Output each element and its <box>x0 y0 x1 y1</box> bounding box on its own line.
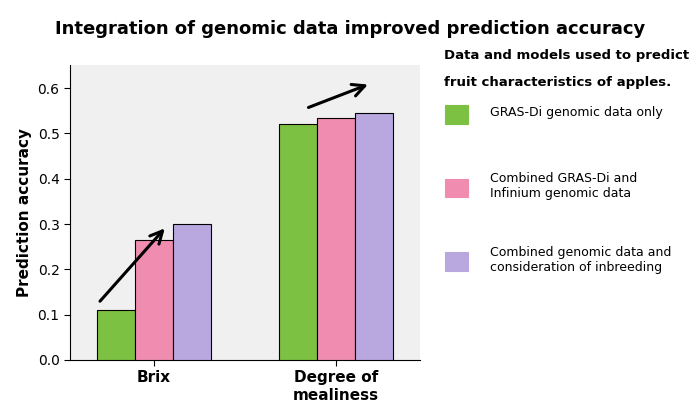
Text: Combined genomic data and
consideration of inbreeding: Combined genomic data and consideration … <box>490 246 671 274</box>
Bar <box>134 240 173 360</box>
Bar <box>173 224 211 360</box>
Text: Combined GRAS-Di and
Infinium genomic data: Combined GRAS-Di and Infinium genomic da… <box>490 172 637 200</box>
Bar <box>317 117 356 360</box>
Bar <box>97 310 134 360</box>
Text: Integration of genomic data improved prediction accuracy: Integration of genomic data improved pre… <box>55 20 645 38</box>
Text: Data and models used to predict: Data and models used to predict <box>444 49 690 62</box>
Y-axis label: Prediction accuracy: Prediction accuracy <box>17 128 32 297</box>
Text: GRAS-Di genomic data only: GRAS-Di genomic data only <box>490 106 663 119</box>
Bar <box>279 124 317 360</box>
Bar <box>356 113 393 360</box>
Text: fruit characteristics of apples.: fruit characteristics of apples. <box>444 76 672 89</box>
